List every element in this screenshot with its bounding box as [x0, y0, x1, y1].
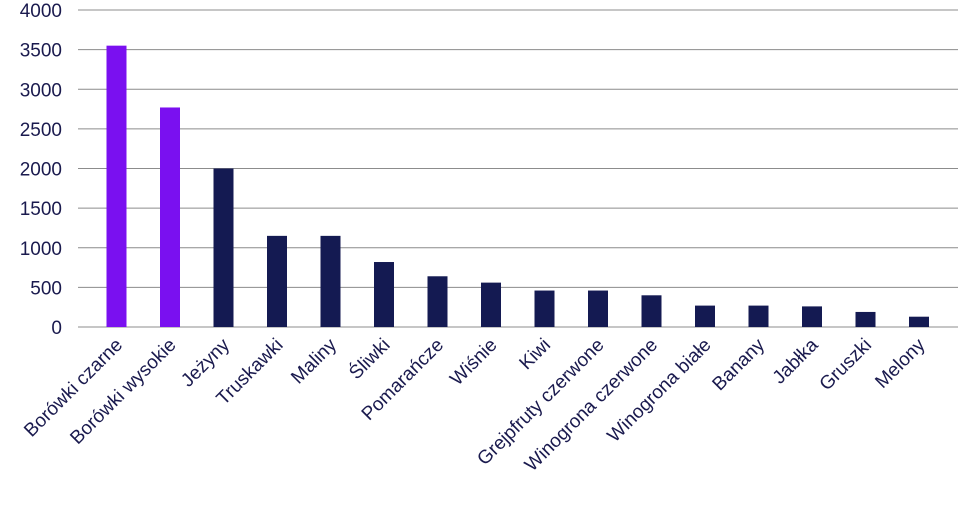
gridlines	[78, 9, 958, 328]
bar	[320, 235, 341, 327]
x-tick-label: Melony	[871, 334, 930, 393]
x-tick-label: Śliwki	[345, 334, 395, 384]
bar	[641, 295, 662, 327]
bar	[802, 306, 822, 327]
x-tick-label: Banany	[709, 334, 770, 395]
y-tick-label: 500	[30, 278, 62, 299]
bar	[427, 276, 448, 327]
bar	[213, 168, 234, 327]
y-tick-label: 3000	[20, 80, 62, 101]
bar	[267, 235, 287, 327]
bars	[106, 45, 929, 327]
bar	[909, 316, 929, 327]
x-tick-label: Gruszki	[816, 335, 876, 395]
y-tick-label: 4000	[20, 1, 62, 22]
bar	[481, 282, 501, 327]
x-tick-label: Wiśnie	[446, 335, 501, 390]
bar	[374, 262, 394, 327]
bar	[106, 45, 127, 327]
y-tick-label: 2000	[20, 160, 62, 181]
x-tick-label: Maliny	[287, 334, 341, 388]
y-tick-label: 3500	[20, 41, 62, 62]
x-tick-label: Kiwi	[516, 335, 555, 374]
bar	[748, 305, 769, 327]
y-tick-label: 1000	[20, 239, 62, 260]
y-tick-label: 1500	[20, 199, 62, 220]
bar	[160, 107, 180, 327]
bar	[588, 290, 608, 327]
y-tick-label: 0	[51, 318, 62, 339]
y-axis-ticks: 0 500 1000 1500 2000 2500 3000 3500 4000	[20, 1, 62, 339]
bar	[855, 311, 876, 327]
bar	[534, 290, 555, 327]
y-tick-label: 2500	[20, 120, 62, 141]
bar	[695, 305, 715, 327]
